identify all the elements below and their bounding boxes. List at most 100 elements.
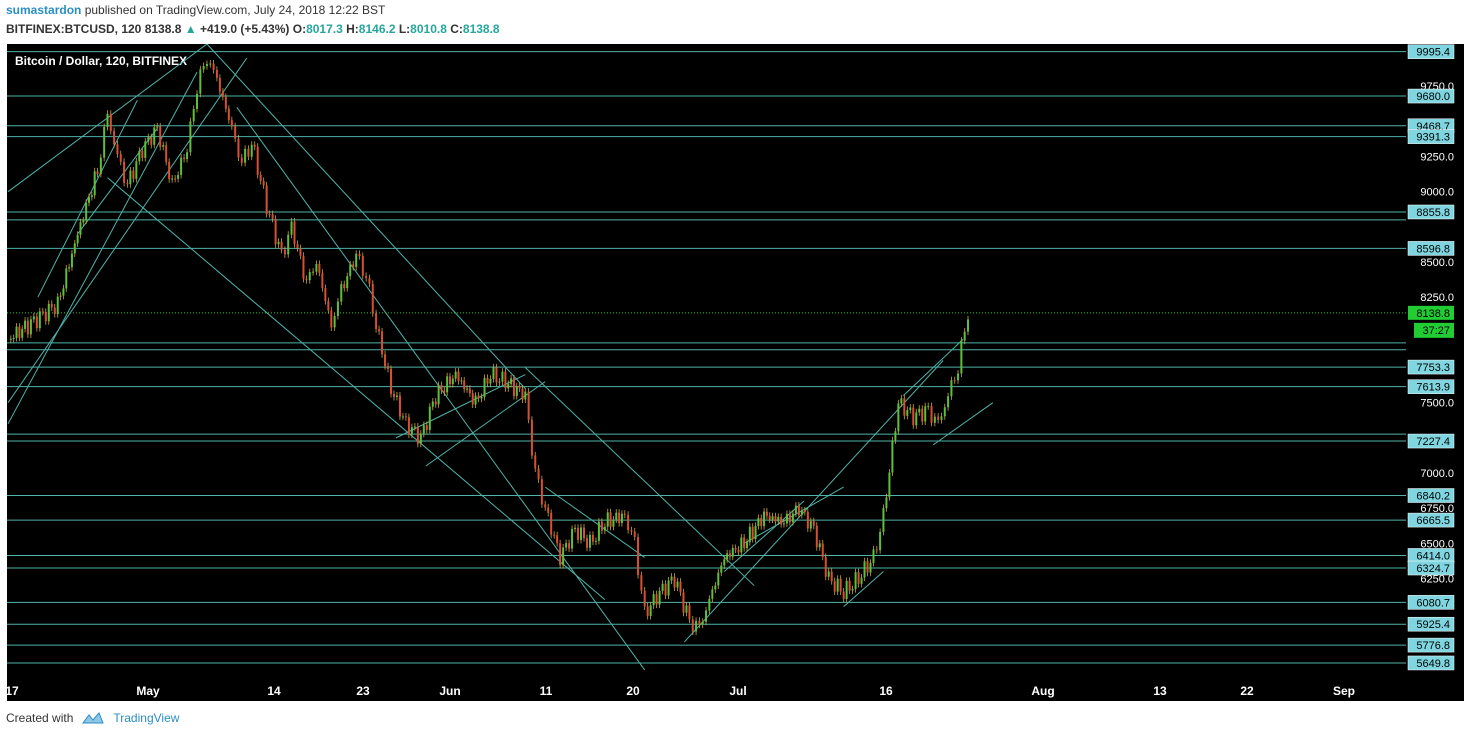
candle-body <box>800 510 803 515</box>
candle-body <box>244 148 247 163</box>
level-price-tag <box>1407 129 1455 144</box>
candle-body <box>483 377 486 397</box>
candle-body <box>41 311 44 313</box>
candle-body <box>812 521 815 526</box>
candle-body <box>591 534 594 542</box>
candle-body <box>618 512 621 524</box>
candle-body <box>280 241 283 250</box>
candle-body <box>174 178 177 180</box>
candle-body <box>495 367 498 383</box>
candle-body <box>73 243 76 254</box>
candle-body <box>740 537 743 553</box>
up-triangle-icon: ▲ <box>184 22 197 36</box>
candle-body <box>171 178 174 180</box>
candle-body <box>259 174 262 181</box>
candle-body <box>159 126 162 147</box>
author-link[interactable]: sumastardon <box>6 3 82 17</box>
candle-body <box>343 284 346 289</box>
candle-body <box>21 328 24 338</box>
candle-body <box>894 431 897 441</box>
candle-body <box>963 331 966 341</box>
ohlc-bar: BITFINEX:BTCUSD, 120 8138.8 ▲ +419.0 (+5… <box>6 22 500 36</box>
candle-body <box>698 620 701 625</box>
candle-body <box>737 549 740 553</box>
candle-body <box>597 521 600 541</box>
candle-body <box>774 516 777 522</box>
candle-body <box>857 572 860 584</box>
candle-body <box>953 380 956 382</box>
candle-body <box>419 433 422 444</box>
candle-body <box>65 268 68 289</box>
candle-body <box>720 565 723 573</box>
candle-body <box>623 513 626 515</box>
price-chart[interactable]: Bitcoin / Dollar, 120, BITFINEX 9750.092… <box>5 43 1464 701</box>
candle-body <box>658 590 661 605</box>
candle-body <box>340 284 343 302</box>
candle-body <box>44 311 47 322</box>
candle-body <box>168 161 171 180</box>
time-tick-label: 17 <box>6 684 19 698</box>
chart-area[interactable]: Bitcoin / Dollar, 120, BITFINEX 9750.0 92… <box>5 43 1464 701</box>
trendline <box>723 500 805 572</box>
candle-body <box>352 264 355 268</box>
time-tick-label: 14 <box>267 684 281 698</box>
chart-title: Bitcoin / Dollar, 120, BITFINEX <box>15 54 187 68</box>
candle-body <box>138 150 141 162</box>
tradingview-link[interactable]: TradingView <box>113 711 180 725</box>
candle-body <box>315 263 318 272</box>
candle-body <box>265 185 268 215</box>
candle-body <box>688 605 691 620</box>
candle-body <box>839 578 842 592</box>
candle-body <box>492 367 495 379</box>
candle-body <box>486 377 489 384</box>
candle-body <box>308 272 311 281</box>
candle-body <box>751 526 754 540</box>
candle-body <box>788 513 791 523</box>
candle-body <box>302 255 305 279</box>
close-value: 8138.8 <box>462 22 500 36</box>
level-price-tag <box>1407 433 1455 449</box>
level-price-text: 8855.8 <box>1416 207 1450 219</box>
candle-body <box>705 610 708 622</box>
candle-body <box>943 407 946 417</box>
candle-body <box>806 511 809 529</box>
candle-body <box>609 512 612 527</box>
candle-body <box>872 549 875 563</box>
candle-body <box>9 338 12 340</box>
candle-body <box>398 395 401 417</box>
candle-body <box>85 202 88 221</box>
candle-body <box>50 303 53 308</box>
price-tick-label: 7500.0 <box>1420 398 1454 410</box>
last-price: 8138.8 <box>144 22 182 36</box>
candle-body <box>147 137 150 142</box>
level-price-text: 9995.4 <box>1416 47 1450 59</box>
candle-body <box>256 146 259 175</box>
candle-body <box>649 605 652 616</box>
candle-body <box>676 581 679 588</box>
candle-body <box>746 542 749 549</box>
price-series-layer <box>9 59 969 636</box>
candle-body <box>253 144 256 147</box>
candle-body <box>29 319 32 335</box>
price-tick-label: 8500.0 <box>1420 257 1454 269</box>
candle-body <box>189 121 192 153</box>
candle-body <box>141 150 144 158</box>
level-price-tag <box>1407 655 1455 671</box>
candle-body <box>670 576 673 581</box>
candle-body <box>771 516 774 520</box>
candle-body <box>237 138 240 158</box>
candle-body <box>262 180 265 186</box>
candle-body <box>933 416 936 423</box>
level-price-tag <box>1407 44 1455 59</box>
candle-body <box>212 63 215 70</box>
candle-body <box>333 315 336 328</box>
candle-body <box>15 326 18 339</box>
candle-body <box>390 368 393 394</box>
price-tick-label: 6750.0 <box>1420 503 1454 515</box>
time-tick-label: 11 <box>540 684 553 698</box>
time-axis-ticks: 17 May 14 23 Jun 11 20 Jul 16 Aug 13 22 Sep <box>5 684 1355 698</box>
candle-body <box>371 283 374 314</box>
candle-body <box>885 497 888 509</box>
candle-body <box>553 534 556 536</box>
candle-body <box>103 126 106 158</box>
